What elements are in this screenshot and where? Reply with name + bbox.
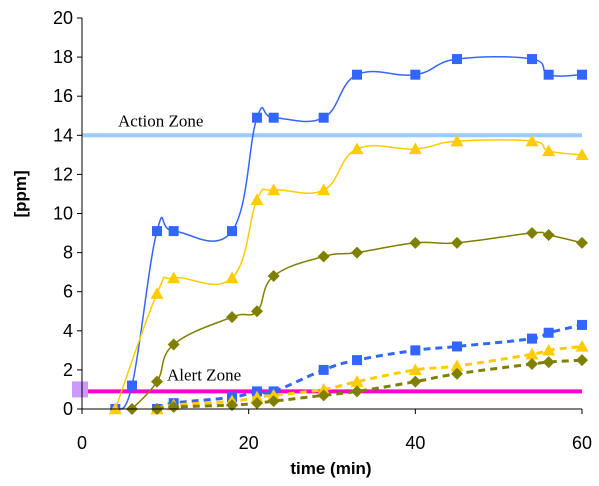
data-point-diamond — [451, 236, 463, 249]
data-point-diamond — [542, 356, 555, 369]
data-point-triangle — [167, 271, 181, 284]
data-point-square — [168, 226, 179, 237]
axes — [81, 18, 582, 410]
data-point-diamond — [351, 246, 363, 259]
data-point-triangle — [525, 347, 539, 360]
x-tick-label: 40 — [405, 433, 425, 453]
y-tick-label: 2 — [63, 360, 73, 380]
y-tick-label: 4 — [63, 321, 73, 341]
data-point-triangle — [250, 193, 264, 206]
y-tick-label: 8 — [63, 243, 73, 263]
data-point-square — [527, 54, 537, 65]
data-point-triangle — [317, 183, 331, 196]
y-tick-label: 12 — [53, 164, 73, 184]
data-point-square — [152, 226, 162, 237]
y-tick-label: 14 — [53, 125, 73, 145]
y-tick-label: 0 — [63, 399, 73, 419]
data-point-square — [410, 69, 421, 80]
action-zone-label: Action Zone — [118, 111, 203, 130]
data-point-diamond — [267, 270, 280, 283]
data-point-triangle — [575, 148, 589, 161]
data-point-triangle — [450, 134, 464, 147]
data-point-diamond — [542, 229, 555, 242]
data-point-square — [452, 54, 462, 65]
data-point-diamond — [226, 311, 238, 324]
data-point-square — [577, 319, 587, 330]
data-point-diamond — [251, 397, 263, 410]
data-point-square — [452, 341, 462, 352]
data-point-diamond — [317, 250, 330, 263]
data-point-diamond — [526, 358, 538, 371]
data-point-triangle — [450, 359, 464, 372]
y-tick-label: 20 — [53, 8, 73, 28]
alert-zone-label: Alert Zone — [167, 365, 241, 384]
x-tick-label: 60 — [572, 433, 592, 453]
series-layer — [108, 54, 589, 415]
data-point-triangle — [267, 183, 281, 196]
data-point-triangle — [408, 142, 422, 155]
data-point-triangle — [542, 343, 556, 356]
data-point-square — [268, 112, 279, 123]
data-point-triangle — [350, 375, 364, 387]
data-point-diamond — [576, 354, 588, 367]
data-point-diamond — [409, 375, 422, 388]
data-point-triangle — [267, 388, 281, 401]
data-point-diamond — [409, 236, 422, 249]
x-tick-label: 20 — [239, 433, 259, 453]
series-3 — [126, 227, 588, 415]
series-2 — [108, 134, 589, 415]
y-tick-label: 10 — [53, 204, 73, 224]
y-axis-title: [ppm] — [11, 170, 30, 217]
data-point-square — [577, 69, 587, 80]
data-point-triangle — [150, 287, 164, 299]
alert-zone-marker — [72, 381, 88, 398]
data-point-diamond — [351, 385, 363, 398]
data-point-square — [352, 69, 362, 80]
data-point-triangle — [108, 402, 122, 415]
data-point-triangle — [350, 142, 364, 155]
data-point-diamond — [167, 401, 180, 414]
data-point-diamond — [526, 227, 538, 240]
data-point-diamond — [151, 375, 163, 388]
series-6 — [151, 354, 588, 415]
data-point-square — [252, 112, 262, 123]
series-1 — [110, 54, 587, 414]
series-line — [156, 358, 583, 411]
data-point-square — [543, 327, 554, 338]
data-point-triangle — [408, 363, 422, 376]
data-point-triangle — [525, 134, 539, 147]
data-point-triangle — [575, 339, 589, 352]
data-point-square — [527, 333, 537, 344]
data-point-diamond — [226, 399, 238, 412]
data-point-square — [352, 355, 362, 366]
data-point-square — [318, 364, 329, 375]
series-line — [114, 55, 583, 410]
data-point-diamond — [451, 367, 463, 380]
data-point-diamond — [576, 236, 588, 249]
data-point-square — [543, 69, 554, 80]
y-tick-label: 6 — [63, 282, 73, 302]
data-point-square — [127, 380, 137, 391]
y-tick-label: 18 — [53, 47, 73, 67]
data-point-diamond — [267, 395, 280, 408]
data-point-square — [227, 226, 237, 237]
data-point-triangle — [317, 382, 331, 395]
reference-lines — [72, 133, 582, 398]
data-point-triangle — [225, 271, 239, 284]
y-tick-label: 16 — [53, 86, 73, 106]
data-point-square — [410, 345, 421, 356]
data-point-diamond — [167, 338, 180, 351]
ticks: 0 2 4 6 8 10 12 14 16 18 20 0 20 40 60 — [53, 8, 592, 453]
data-point-diamond — [317, 389, 330, 402]
x-axis-title: time (min) — [290, 459, 371, 478]
data-point-triangle — [542, 144, 556, 157]
data-point-square — [318, 112, 329, 123]
data-point-diamond — [251, 305, 263, 318]
x-tick-label: 0 — [77, 433, 87, 453]
data-point-triangle — [250, 390, 264, 403]
